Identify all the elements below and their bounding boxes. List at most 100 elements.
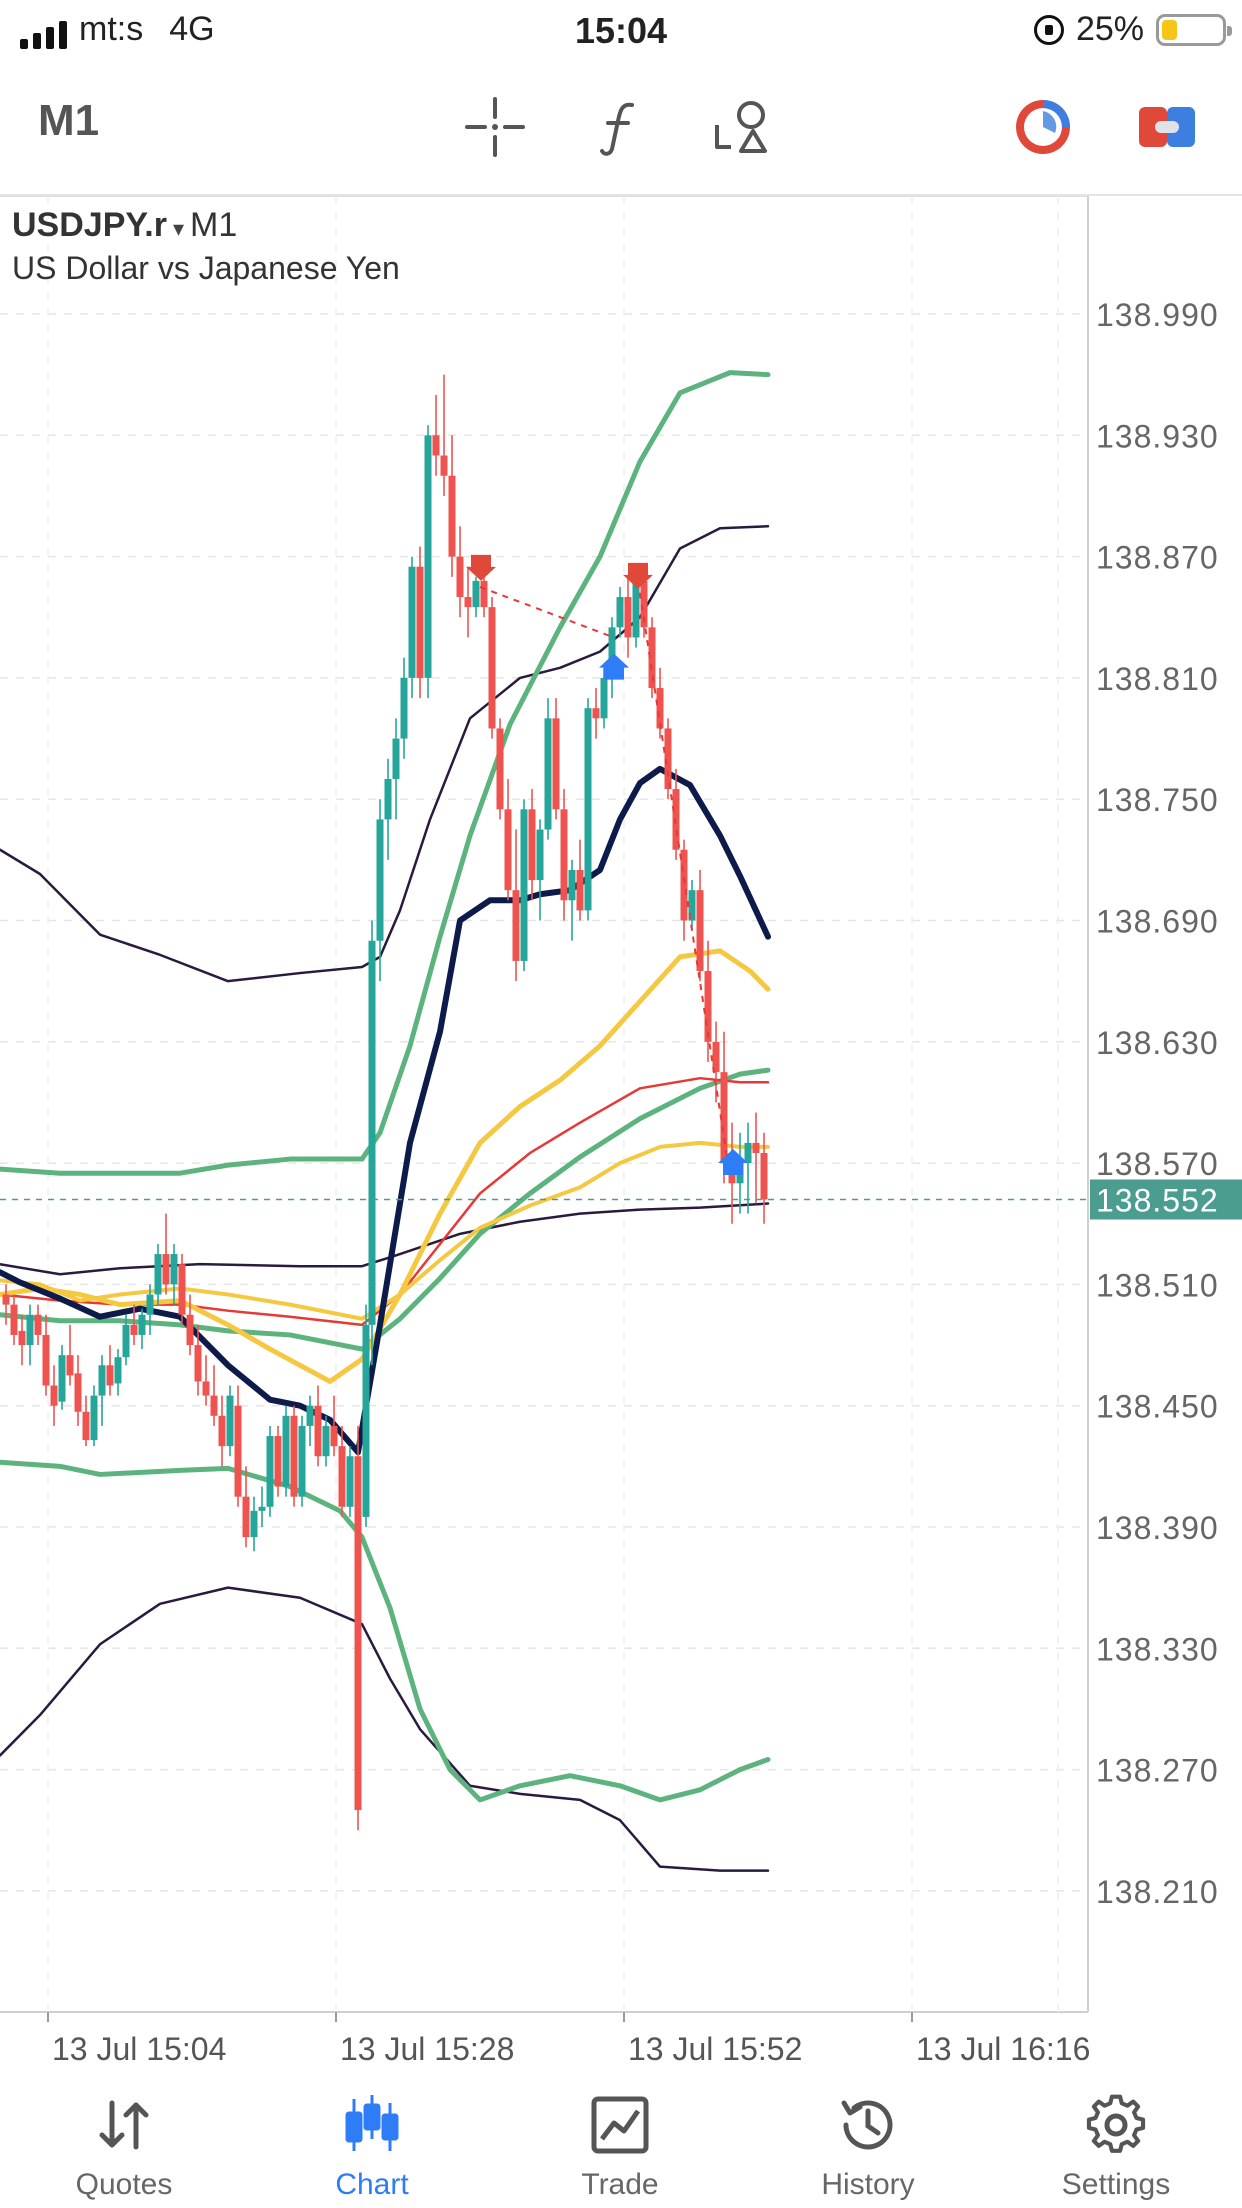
candle-bearish bbox=[330, 1425, 338, 1447]
price-axis-label: 138.510 bbox=[1096, 1267, 1219, 1303]
sell-marker-icon bbox=[466, 554, 496, 581]
candle-bullish bbox=[306, 1405, 314, 1426]
candle-bullish bbox=[424, 435, 432, 678]
price-axis-label: 138.630 bbox=[1096, 1025, 1219, 1061]
timeframe-button[interactable]: M1 bbox=[38, 96, 100, 145]
candle-bearish bbox=[456, 556, 464, 598]
candle-bearish bbox=[432, 435, 440, 456]
time-axis-label: 13 Jul 15:04 bbox=[52, 2031, 226, 2066]
price-chart[interactable]: 138.990 138.930 138.870 138.810 138.750 138.6… bbox=[0, 196, 1242, 2096]
candle-bullish bbox=[322, 1425, 330, 1457]
candle-bearish bbox=[210, 1395, 218, 1416]
candle-bearish bbox=[354, 1456, 362, 1811]
candle-bullish bbox=[98, 1365, 106, 1396]
candle-bullish bbox=[154, 1254, 162, 1295]
price-axis-label: 138.570 bbox=[1096, 1146, 1219, 1182]
candle-bullish bbox=[408, 566, 416, 678]
chart-symbol-header[interactable]: USDJPY.r ▾ M1 bbox=[12, 206, 237, 245]
candle-bearish bbox=[560, 809, 568, 901]
depth-icon[interactable] bbox=[1008, 92, 1078, 162]
nav-history[interactable]: History bbox=[744, 2066, 992, 2208]
crosshair-icon[interactable] bbox=[460, 92, 530, 162]
candle-bearish bbox=[66, 1355, 74, 1376]
battery-icon bbox=[1156, 13, 1232, 46]
candle-bearish bbox=[528, 809, 536, 881]
candle-bearish bbox=[664, 728, 672, 790]
candle-bearish bbox=[680, 849, 688, 921]
candle-bearish bbox=[448, 475, 456, 557]
trade-icon bbox=[496, 2090, 744, 2160]
price-axis-label: 138.390 bbox=[1096, 1510, 1219, 1546]
candle-bearish bbox=[130, 1324, 138, 1335]
nav-quotes[interactable]: Quotes bbox=[0, 2066, 248, 2208]
candle-bullish bbox=[600, 677, 608, 719]
candle-bullish bbox=[368, 940, 376, 1325]
trade-toggle-icon[interactable] bbox=[1132, 92, 1202, 162]
history-icon bbox=[744, 2090, 992, 2160]
candle-bullish bbox=[90, 1395, 98, 1441]
candle-bearish bbox=[672, 789, 680, 850]
price-axis-label: 138.810 bbox=[1096, 661, 1219, 697]
bollinger-upper-band bbox=[0, 370, 771, 1176]
nav-label-settings: Settings bbox=[1061, 2168, 1171, 2201]
candle-bearish bbox=[42, 1334, 50, 1386]
orientation-lock-icon bbox=[1033, 14, 1064, 45]
nav-trade[interactable]: Trade bbox=[496, 2066, 744, 2208]
candle-bearish bbox=[624, 597, 632, 638]
candle-bearish bbox=[82, 1411, 90, 1441]
settings-icon bbox=[992, 2090, 1240, 2160]
candle-bearish bbox=[178, 1264, 186, 1315]
candle-bearish bbox=[234, 1405, 242, 1497]
candle-bearish bbox=[50, 1385, 58, 1406]
candle-bullish bbox=[138, 1314, 146, 1335]
objects-icon[interactable] bbox=[708, 92, 778, 162]
chart-period: M1 bbox=[190, 206, 238, 244]
candle-bearish bbox=[496, 728, 504, 810]
nav-settings[interactable]: Settings bbox=[992, 2066, 1240, 2208]
envelope-lower-line bbox=[0, 1586, 770, 1872]
trade-history-line bbox=[637, 580, 729, 1164]
time-axis-label: 13 Jul 15:52 bbox=[628, 2031, 802, 2066]
candle-bearish bbox=[512, 890, 520, 961]
candle-bearish bbox=[34, 1314, 42, 1335]
candle-bearish bbox=[648, 627, 656, 689]
candle-bearish bbox=[464, 597, 472, 608]
candle-bearish bbox=[2, 1294, 10, 1305]
clock: 15:04 bbox=[574, 10, 668, 51]
bottom-navigation: Quotes Chart Trade History Settings bbox=[0, 2066, 1242, 2208]
candle-bearish bbox=[290, 1415, 298, 1497]
candle-bearish bbox=[440, 455, 448, 476]
trade-history-line bbox=[479, 585, 615, 639]
candle-bearish bbox=[752, 1142, 760, 1153]
candle-bullish bbox=[472, 580, 480, 608]
candle-bearish bbox=[640, 580, 648, 628]
candle-bullish bbox=[346, 1456, 354, 1507]
chart-canvas[interactable]: 138.990 138.930 138.870 138.810 138.750 138.6… bbox=[0, 196, 1242, 2066]
candle-bearish bbox=[162, 1254, 170, 1285]
indicators-icon[interactable] bbox=[585, 92, 655, 162]
candle-bearish bbox=[504, 809, 512, 891]
symbol-dropdown-icon[interactable]: ▾ bbox=[172, 216, 185, 241]
candle-bearish bbox=[760, 1152, 768, 1200]
candle-bearish bbox=[274, 1436, 282, 1487]
candle-bearish bbox=[218, 1415, 226, 1447]
current-price-label: 138.552 bbox=[1096, 1182, 1219, 1218]
symbol-name: USDJPY.r bbox=[12, 206, 167, 244]
candle-bullish bbox=[122, 1324, 130, 1358]
candle-bullish bbox=[616, 597, 624, 628]
candle-bullish bbox=[26, 1314, 34, 1346]
candle-bullish bbox=[632, 580, 640, 638]
candle-bullish bbox=[536, 829, 544, 881]
carrier-name: mt:s bbox=[79, 10, 144, 48]
candle-bearish bbox=[592, 708, 600, 719]
candle-bullish bbox=[146, 1294, 154, 1315]
battery-percent: 25% bbox=[1075, 10, 1144, 48]
candle-bearish bbox=[704, 971, 712, 1042]
moving-average-yellow-fast bbox=[0, 948, 771, 1384]
candle-bullish bbox=[384, 778, 392, 820]
candle-bullish bbox=[520, 809, 528, 961]
candle-bullish bbox=[362, 1324, 370, 1517]
buy-marker-icon bbox=[718, 1148, 748, 1175]
nav-chart[interactable]: Chart bbox=[248, 2066, 496, 2208]
moving-average-yellow-slow bbox=[0, 1140, 770, 1321]
